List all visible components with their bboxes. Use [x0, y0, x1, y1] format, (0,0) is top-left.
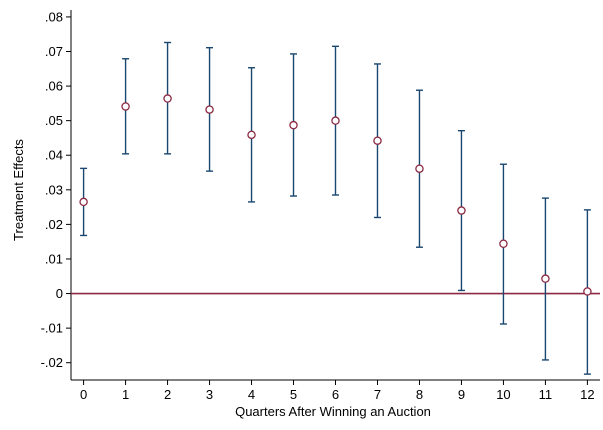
y-tick-label: .04 [45, 148, 63, 163]
y-tick-label: -.01 [41, 321, 63, 336]
point-estimate [373, 136, 382, 145]
point-estimate [121, 102, 130, 111]
point-estimate [79, 197, 88, 207]
y-tick-label: .01 [45, 251, 63, 266]
point-estimate [289, 120, 298, 130]
y-tick-label: 0 [56, 286, 63, 301]
x-tick-label: 0 [80, 387, 87, 402]
x-tick-label: 6 [332, 387, 339, 402]
point-estimate [163, 94, 172, 103]
y-tick-label: -.02 [41, 355, 63, 370]
y-tick-label: .06 [45, 79, 63, 94]
y-axis-title: Treatment Effects [11, 139, 26, 241]
y-tick-label: .02 [45, 217, 63, 232]
data-points [79, 94, 592, 296]
axis-labels: -.02-.010.01.02.03.04.05.06.07.080 1 2 3 4 5 6… [41, 9, 595, 402]
point-estimate [457, 206, 466, 215]
x-tick-label: 10 [496, 387, 510, 402]
x-axis-title: Quarters After Winning an Auction [235, 404, 431, 419]
point-estimate [331, 116, 340, 125]
point-estimate [541, 274, 550, 283]
x-tick-label: 7 [374, 387, 381, 402]
x-tick-label: 4 [248, 387, 255, 402]
x-tick-label: 5 [290, 387, 297, 402]
point-estimate [499, 239, 508, 249]
y-tick-label: .05 [45, 113, 63, 128]
point-estimate [247, 130, 256, 140]
y-tick-label: .07 [45, 44, 63, 59]
point-estimate [415, 164, 424, 173]
x-tick-label: 11 [539, 387, 553, 402]
x-tick-label: 8 [416, 387, 423, 402]
x-tick-label: 2 [164, 387, 171, 402]
x-tick-label: 9 [458, 387, 465, 402]
point-estimate [583, 287, 592, 296]
x-tick-label: 12 [580, 387, 594, 402]
x-tick-label: 3 [206, 387, 213, 402]
y-tick-label: .08 [45, 9, 63, 24]
y-tick-label: .03 [45, 182, 63, 197]
error-bars [80, 41, 591, 375]
point-estimate [205, 105, 214, 114]
axes [66, 10, 600, 385]
x-tick-label: 1 [122, 387, 129, 402]
